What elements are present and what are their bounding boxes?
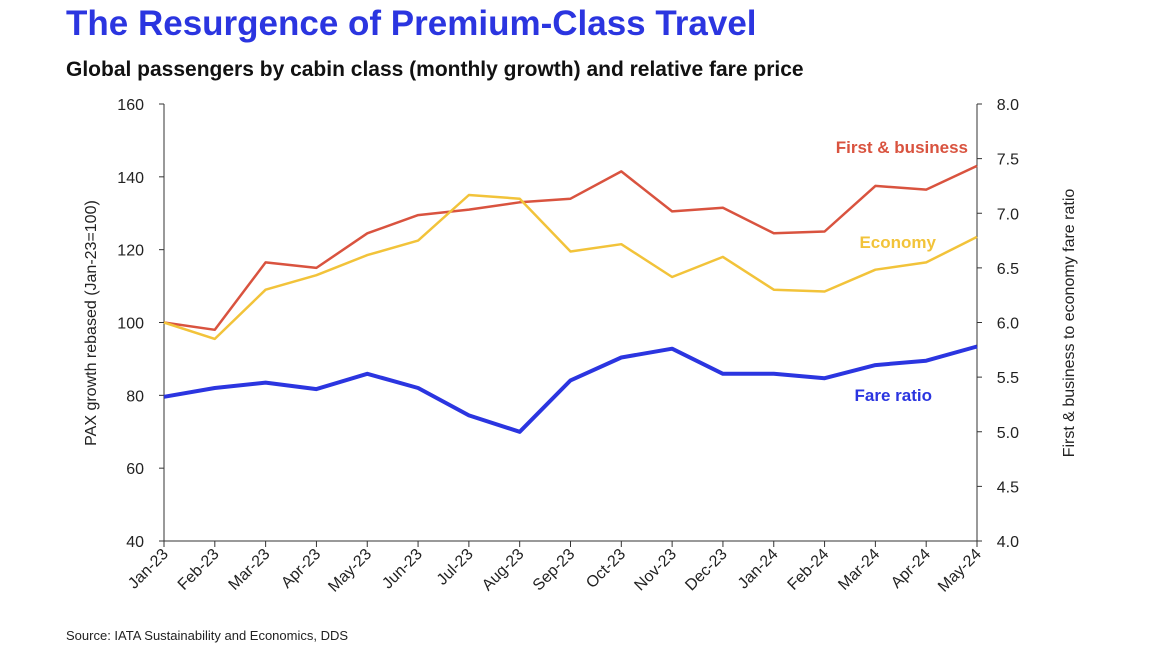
chart-axes: 40 60 80 100 120 140 160 4.0 4.5 5.0 5.5 6.0 6.5 7.0 7… bbox=[83, 97, 1078, 596]
x-tick-label: Feb-23 bbox=[175, 546, 223, 594]
right-tick-label: 5.0 bbox=[997, 425, 1019, 442]
series-label-first-business: First & business bbox=[836, 138, 968, 157]
right-tick-label: 4.5 bbox=[997, 479, 1019, 496]
series-line-economy bbox=[163, 193, 978, 341]
x-tick-label: Jul-23 bbox=[434, 546, 477, 589]
x-tick-label: Sep-23 bbox=[530, 546, 579, 595]
left-tick-label: 160 bbox=[117, 97, 144, 114]
right-tick-label: 6.0 bbox=[997, 316, 1019, 333]
x-tick-label: Nov-23 bbox=[631, 546, 680, 595]
series-label-fare-ratio: Fare ratio bbox=[855, 386, 932, 405]
x-tick-label: Dec-23 bbox=[682, 546, 731, 595]
left-tick-label: 100 bbox=[117, 316, 144, 333]
x-tick-label: Apr-23 bbox=[278, 546, 324, 592]
series-label-economy: Economy bbox=[859, 233, 936, 252]
right-tick-label: 7.5 bbox=[997, 152, 1019, 169]
left-tick-label: 60 bbox=[126, 461, 144, 478]
left-tick-label: 40 bbox=[126, 534, 144, 551]
x-tick-label: May-24 bbox=[935, 546, 985, 596]
right-tick-label: 6.5 bbox=[997, 261, 1019, 278]
x-tick-label: Aug-23 bbox=[479, 546, 528, 595]
left-tick-label: 120 bbox=[117, 243, 144, 260]
y-axis-left-label: PAX growth rebased (Jan-23=100) bbox=[83, 200, 100, 446]
x-tick-label: Jan-24 bbox=[735, 546, 782, 593]
source-note: Source: IATA Sustainability and Economic… bbox=[66, 628, 349, 643]
x-tick-label: Feb-24 bbox=[785, 546, 833, 594]
x-tick-label: Mar-24 bbox=[835, 546, 883, 594]
chart-title: The Resurgence of Premium-Class Travel bbox=[66, 4, 757, 43]
x-tick-label: May-23 bbox=[325, 546, 375, 596]
chart-series bbox=[163, 164, 978, 434]
right-tick-label: 4.0 bbox=[997, 534, 1019, 551]
chart-subtitle: Global passengers by cabin class (monthl… bbox=[66, 58, 804, 81]
series-labels: First & business Economy Fare ratio bbox=[836, 138, 968, 405]
left-tick-label: 80 bbox=[126, 388, 144, 405]
right-tick-label: 8.0 bbox=[997, 97, 1019, 114]
right-tick-label: 5.5 bbox=[997, 370, 1019, 387]
x-tick-label: Mar-23 bbox=[226, 546, 274, 594]
left-tick-label: 140 bbox=[117, 170, 144, 187]
x-tick-label: Jan-23 bbox=[125, 546, 172, 593]
x-tick-label: Oct-23 bbox=[583, 546, 629, 592]
series-line-first-business bbox=[163, 164, 978, 332]
x-tick-label: Jun-23 bbox=[379, 546, 426, 593]
right-tick-label: 7.0 bbox=[997, 206, 1019, 223]
y-axis-right-label: First & business to economy fare ratio bbox=[1061, 189, 1078, 458]
x-tick-label: Apr-24 bbox=[888, 546, 934, 592]
